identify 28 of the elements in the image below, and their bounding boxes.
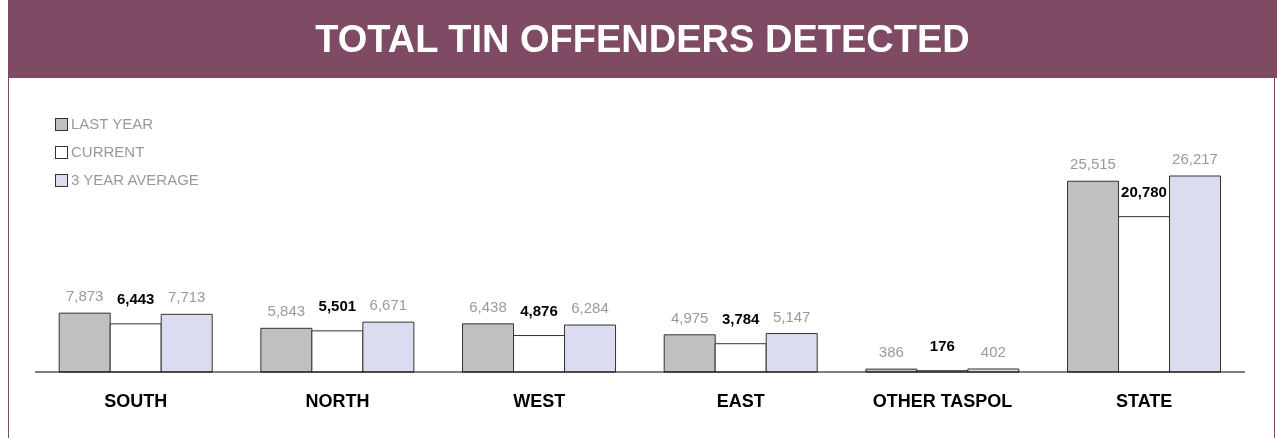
legend-label: LAST YEAR xyxy=(71,114,153,134)
x-tick-label: NORTH xyxy=(305,390,370,411)
data-label: 6,284 xyxy=(571,299,609,317)
data-label: 7,713 xyxy=(167,288,206,306)
data-label: 6,671 xyxy=(369,296,408,314)
data-label: 4,975 xyxy=(670,308,709,326)
data-label: 25,515 xyxy=(1070,155,1116,173)
data-label: 176 xyxy=(929,336,955,354)
legend-label: 3 YEAR AVERAGE xyxy=(71,170,199,190)
data-label: 4,876 xyxy=(520,301,558,319)
x-tick-label: EAST xyxy=(716,390,765,411)
data-label: 3,784 xyxy=(721,309,761,327)
data-label: 7,873 xyxy=(65,287,104,305)
data-label: 402 xyxy=(980,342,1006,360)
x-tick-label: SOUTH xyxy=(104,390,168,411)
legend-label: CURRENT xyxy=(71,142,145,162)
chart-title: TOTAL TIN OFFENDERS DETECTED xyxy=(8,0,1277,78)
data-label: 20,780 xyxy=(1121,182,1167,200)
data-label: 386 xyxy=(878,343,904,361)
data-label: 5,501 xyxy=(318,296,357,314)
x-tick-label: OTHER TASPOL xyxy=(872,390,1013,411)
data-label: 6,443 xyxy=(116,289,155,307)
x-tick-label: STATE xyxy=(1115,390,1173,411)
data-label: 5,147 xyxy=(772,307,811,325)
data-label: 6,438 xyxy=(469,297,507,315)
data-label: 26,217 xyxy=(1172,150,1218,167)
data-label: 5,843 xyxy=(267,302,306,320)
x-tick-label: WEST xyxy=(513,390,566,411)
